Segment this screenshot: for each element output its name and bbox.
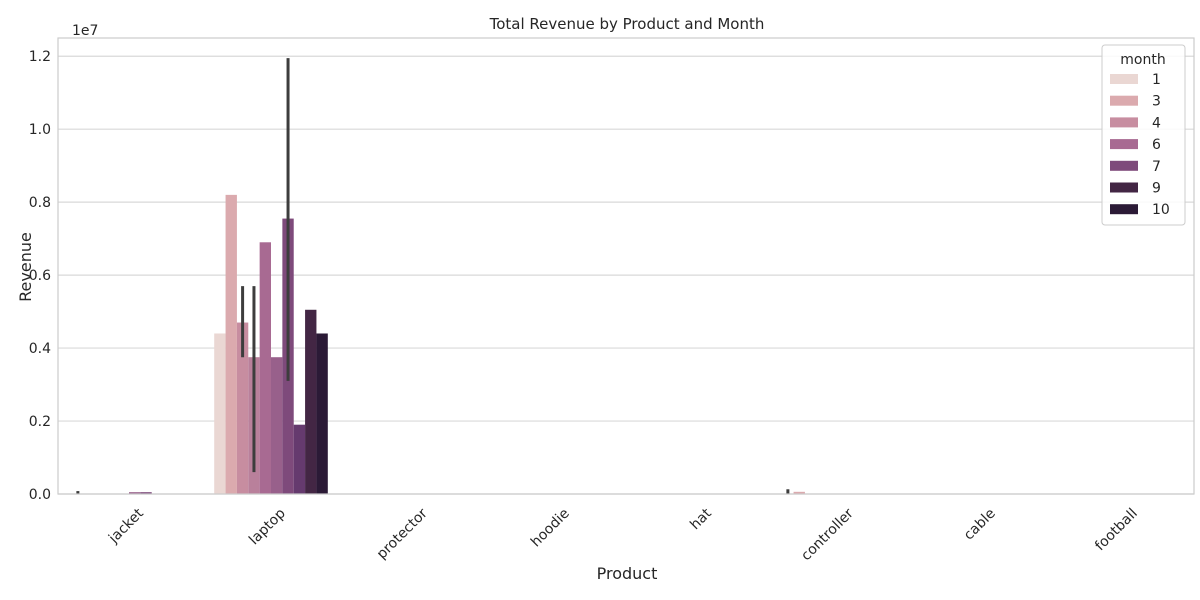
y-tick-label: 1.0 xyxy=(29,122,51,138)
y-tick-label: 1.2 xyxy=(29,49,51,65)
legend-items: 1 3 4 6 7 9 10 xyxy=(1110,72,1170,218)
legend-swatch-6 xyxy=(1110,139,1138,150)
bar-jacket-month-6 xyxy=(129,492,141,494)
legend-label-9: 9 xyxy=(1152,181,1161,197)
y-axis-title: Revenue xyxy=(16,232,35,302)
bar-controller-month-3 xyxy=(793,491,805,494)
bar-jacket-month-7 xyxy=(140,492,152,494)
plot-frame xyxy=(57,37,1195,495)
y-tick-labels: 0.0 0.2 0.4 0.6 0.8 1.0 1.2 xyxy=(29,49,51,503)
bar-laptop-month-4 xyxy=(236,322,249,494)
legend-label-3: 3 xyxy=(1152,94,1161,110)
y-tick-label: 0.0 xyxy=(29,487,51,503)
legend-swatch-3 xyxy=(1110,95,1138,106)
legend-box xyxy=(1101,44,1186,226)
y-tick-label: 0.2 xyxy=(29,414,51,430)
y-tick-label: 0.6 xyxy=(29,268,51,284)
bar-laptop-month-10 xyxy=(316,333,328,494)
legend-label-7: 7 xyxy=(1152,159,1161,175)
legend-swatch-10 xyxy=(1110,204,1138,215)
legend-swatch-4 xyxy=(1110,117,1138,128)
legend-swatch-7 xyxy=(1110,160,1138,171)
legend-label-10: 10 xyxy=(1152,202,1170,218)
bar-laptop-month-6 xyxy=(259,242,271,494)
legend-swatch-1 xyxy=(1110,74,1138,84)
y-tick-label: 0.8 xyxy=(29,195,51,211)
legend-label-1: 1 xyxy=(1152,72,1161,88)
bar-laptop-month-6 xyxy=(271,357,283,494)
bar-laptop-month-3 xyxy=(225,194,237,494)
bar-laptop-month-9 xyxy=(305,309,317,494)
bar-laptop-month-7 xyxy=(293,424,306,494)
legend-title: month xyxy=(1120,52,1165,68)
x-axis-title: Product xyxy=(597,564,658,583)
legend: month 1 3 4 6 7 9 10 xyxy=(1101,44,1186,226)
legend-swatch-9 xyxy=(1110,182,1138,193)
y-tick-label: 0.4 xyxy=(29,341,51,357)
legend-label-6: 6 xyxy=(1152,137,1161,153)
legend-label-4: 4 xyxy=(1152,115,1161,131)
bar-laptop-month-1 xyxy=(214,333,226,494)
chart-title: Total Revenue by Product and Month xyxy=(489,15,765,33)
error-bars xyxy=(76,58,790,494)
y-offset-label: 1e7 xyxy=(72,23,98,39)
